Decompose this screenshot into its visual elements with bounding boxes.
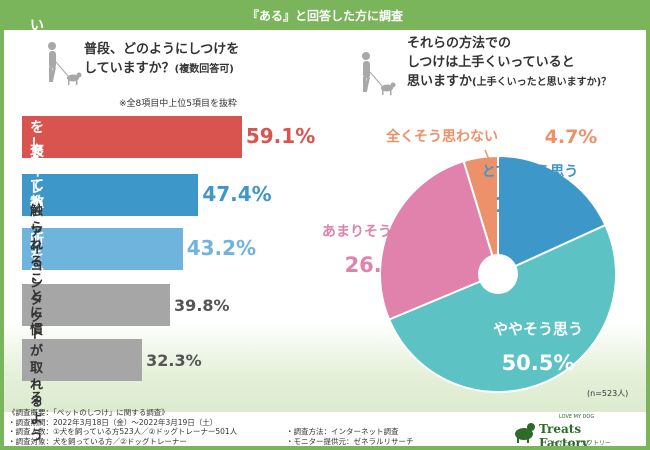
sample-size-label: (n=523人) xyxy=(587,389,629,398)
bar-touch xyxy=(22,284,171,326)
right-question-suffix: (上手くいったと思いますか)？ xyxy=(472,77,612,88)
right-question-line2: しつけは上手くいっていると xyxy=(407,55,575,70)
footer-col2: ・調査方法：インターネット調査 ・モニター提供元：ゼネラルリサーチ xyxy=(286,427,486,446)
bar-scold xyxy=(22,116,242,158)
footer-target: ・調査対象：犬を飼っている方／②ドッグトレーナー xyxy=(8,436,187,446)
pie-slice-not-at-all xyxy=(462,154,499,275)
footer-method: ・調査方法：インターネット調査 xyxy=(286,427,399,436)
pie-label-not-really: あまりそう思わない xyxy=(322,224,448,240)
left-note: ※全8項目中上位5項目を抜粋 xyxy=(119,99,237,109)
pie-slice-not-really xyxy=(379,159,500,321)
pie-label-not-at-all: 全くそう思わない xyxy=(385,128,498,145)
dog-logo-icon xyxy=(515,423,535,443)
pie-value-somewhat: 50.5% xyxy=(502,351,575,375)
left-question-line2: していますか？ xyxy=(84,61,175,76)
bar-toilet xyxy=(22,228,183,270)
pie-chart: とてもそう思う 18.2% ややそう思う 50.5% あまりそう思わない 26.6% 全くそ… xyxy=(322,126,617,393)
pie-slice-somewhat xyxy=(387,223,617,393)
bar-value-touch: 39.8% xyxy=(174,296,230,315)
bar-value-toilet: 43.2% xyxy=(186,236,257,260)
bar-eye-contact xyxy=(22,339,143,381)
person-walking-dog-icon xyxy=(48,42,82,85)
left-question-suffix: (複数回答可) xyxy=(174,64,234,75)
pie-center-hole xyxy=(478,254,518,294)
person-walking-dog-icon-right xyxy=(362,52,396,95)
footer-period: ・調査期間：2022年3月18日（金）～2022年3月19日（土） xyxy=(8,417,218,427)
logo-kana: トリーツファクトリー xyxy=(551,440,611,447)
brand-logo: LOVE MY DOG Treats Factory トリーツファクトリー xyxy=(511,414,631,446)
right-question-line3-wrap: 思いますか(上手くいったと思いますか)？ xyxy=(407,72,646,92)
footer-people: ・調査人数：①犬を飼っている方523人／②ドッグトレーナー501人 xyxy=(8,427,238,436)
bar-praise xyxy=(22,174,199,216)
pie-label-somewhat: ややそう思う xyxy=(493,320,583,338)
right-question-line1: それらの方法での xyxy=(407,36,512,51)
pie-value-not-really: 26.6% xyxy=(345,253,418,277)
right-question: それらの方法での しつけは上手くいっていると 思いますか(上手くいったと思います… xyxy=(407,34,646,92)
bar-value-eye-contact: 32.3% xyxy=(146,351,202,370)
header-banner: 『ある』と回答した方に調査 xyxy=(4,4,646,30)
bar-value-scold: 59.1% xyxy=(245,124,316,148)
footer-provider: ・モニター提供元：ゼネラルリサーチ xyxy=(286,436,414,446)
left-question: 普段、どのようにしつけを していますか？(複数回答可) xyxy=(84,40,284,79)
logo-name: Treats Factory xyxy=(539,422,589,450)
right-question-line3: 思いますか xyxy=(407,74,473,89)
pie-leader-line xyxy=(484,149,492,165)
left-question-line2-wrap: していますか？(複数回答可) xyxy=(84,59,284,79)
bar-value-praise: 47.4% xyxy=(202,182,272,206)
pie-slice-very xyxy=(497,154,607,276)
left-question-line1: 普段、どのようにしつけを xyxy=(84,42,240,57)
pie-value-very: 18.2% xyxy=(495,193,568,217)
pie-value-not-at-all: 4.7% xyxy=(545,126,598,148)
survey-footer: 《調査概要：「ペットのしつけ」に関する調査》 ・調査期間：2022年3月18日（… xyxy=(8,408,414,446)
footer-title: 《調査概要：「ペットのしつけ」に関する調査》 xyxy=(8,408,169,417)
pie-label-very: とてもそう思う xyxy=(482,164,579,180)
logo-tagline: LOVE MY DOG xyxy=(559,414,595,420)
